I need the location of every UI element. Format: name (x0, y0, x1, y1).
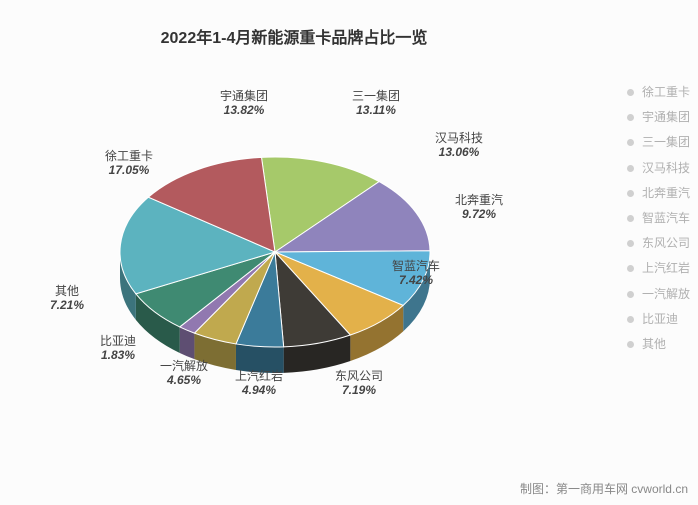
slice-name: 上汽红岩 (235, 370, 283, 384)
slice-label: 其他7.21% (50, 285, 84, 313)
chart-container: { "title": "2022年1-4月新能源重卡品牌占比一览", "titl… (0, 0, 698, 505)
legend-marker-icon (627, 291, 634, 298)
slice-percent: 9.72% (455, 208, 503, 222)
slice-percent: 1.83% (100, 349, 136, 363)
slice-label: 三一集团13.11% (352, 90, 400, 118)
slice-percent: 7.21% (50, 299, 84, 313)
legend-item: 徐工重卡 (627, 80, 690, 105)
legend-label: 宇通集团 (642, 105, 690, 130)
legend-label: 三一集团 (642, 130, 690, 155)
pie-chart: 三一集团13.11%汉马科技13.06%北奔重汽9.72%智蓝汽车7.42%东风… (60, 110, 490, 410)
slice-label: 一汽解放4.65% (160, 360, 208, 388)
slice-percent: 13.06% (435, 146, 483, 160)
legend-label: 其他 (642, 332, 666, 357)
slice-name: 三一集团 (352, 90, 400, 104)
legend-marker-icon (627, 240, 634, 247)
chart-title: 2022年1-4月新能源重卡品牌占比一览 (0, 24, 588, 48)
slice-label: 汉马科技13.06% (435, 132, 483, 160)
legend-label: 汉马科技 (642, 156, 690, 181)
slice-name: 东风公司 (335, 370, 383, 384)
slice-name: 一汽解放 (160, 360, 208, 374)
credit-line: 制图：第一商用车网 cvworld.cn (520, 480, 688, 497)
legend-item: 三一集团 (627, 130, 690, 155)
legend-item: 汉马科技 (627, 156, 690, 181)
slice-percent: 7.42% (392, 274, 440, 288)
slice-percent: 4.94% (235, 384, 283, 398)
legend-item: 北奔重汽 (627, 181, 690, 206)
legend-label: 上汽红岩 (642, 256, 690, 281)
legend-item: 一汽解放 (627, 282, 690, 307)
legend-marker-icon (627, 215, 634, 222)
legend-item: 宇通集团 (627, 105, 690, 130)
legend-item: 上汽红岩 (627, 256, 690, 281)
slice-percent: 13.82% (220, 104, 268, 118)
legend-item: 智蓝汽车 (627, 206, 690, 231)
slice-label: 宇通集团13.82% (220, 90, 268, 118)
slice-name: 北奔重汽 (455, 194, 503, 208)
legend-label: 徐工重卡 (642, 80, 690, 105)
legend-label: 一汽解放 (642, 282, 690, 307)
legend-label: 比亚迪 (642, 307, 678, 332)
legend-item: 比亚迪 (627, 307, 690, 332)
legend-marker-icon (627, 89, 634, 96)
slice-name: 其他 (50, 285, 84, 299)
slice-percent: 13.11% (352, 104, 400, 118)
slice-label: 徐工重卡17.05% (105, 150, 153, 178)
slice-percent: 4.65% (160, 374, 208, 388)
legend-marker-icon (627, 190, 634, 197)
slice-label: 上汽红岩4.94% (235, 370, 283, 398)
legend-marker-icon (627, 165, 634, 172)
legend-label: 东风公司 (642, 231, 690, 256)
legend-label: 北奔重汽 (642, 181, 690, 206)
slice-name: 徐工重卡 (105, 150, 153, 164)
slice-name: 汉马科技 (435, 132, 483, 146)
slice-label: 智蓝汽车7.42% (392, 260, 440, 288)
slice-percent: 7.19% (335, 384, 383, 398)
slice-name: 比亚迪 (100, 335, 136, 349)
slice-label: 东风公司7.19% (335, 370, 383, 398)
slice-label: 北奔重汽9.72% (455, 194, 503, 222)
legend-marker-icon (627, 265, 634, 272)
legend-marker-icon (627, 341, 634, 348)
legend-item: 东风公司 (627, 231, 690, 256)
slice-name: 智蓝汽车 (392, 260, 440, 274)
legend-marker-icon (627, 139, 634, 146)
legend-marker-icon (627, 316, 634, 323)
legend-item: 其他 (627, 332, 690, 357)
legend-marker-icon (627, 114, 634, 121)
slice-name: 宇通集团 (220, 90, 268, 104)
slice-percent: 17.05% (105, 164, 153, 178)
slice-label: 比亚迪1.83% (100, 335, 136, 363)
legend-label: 智蓝汽车 (642, 206, 690, 231)
legend: 徐工重卡宇通集团三一集团汉马科技北奔重汽智蓝汽车东风公司上汽红岩一汽解放比亚迪其… (627, 80, 690, 357)
